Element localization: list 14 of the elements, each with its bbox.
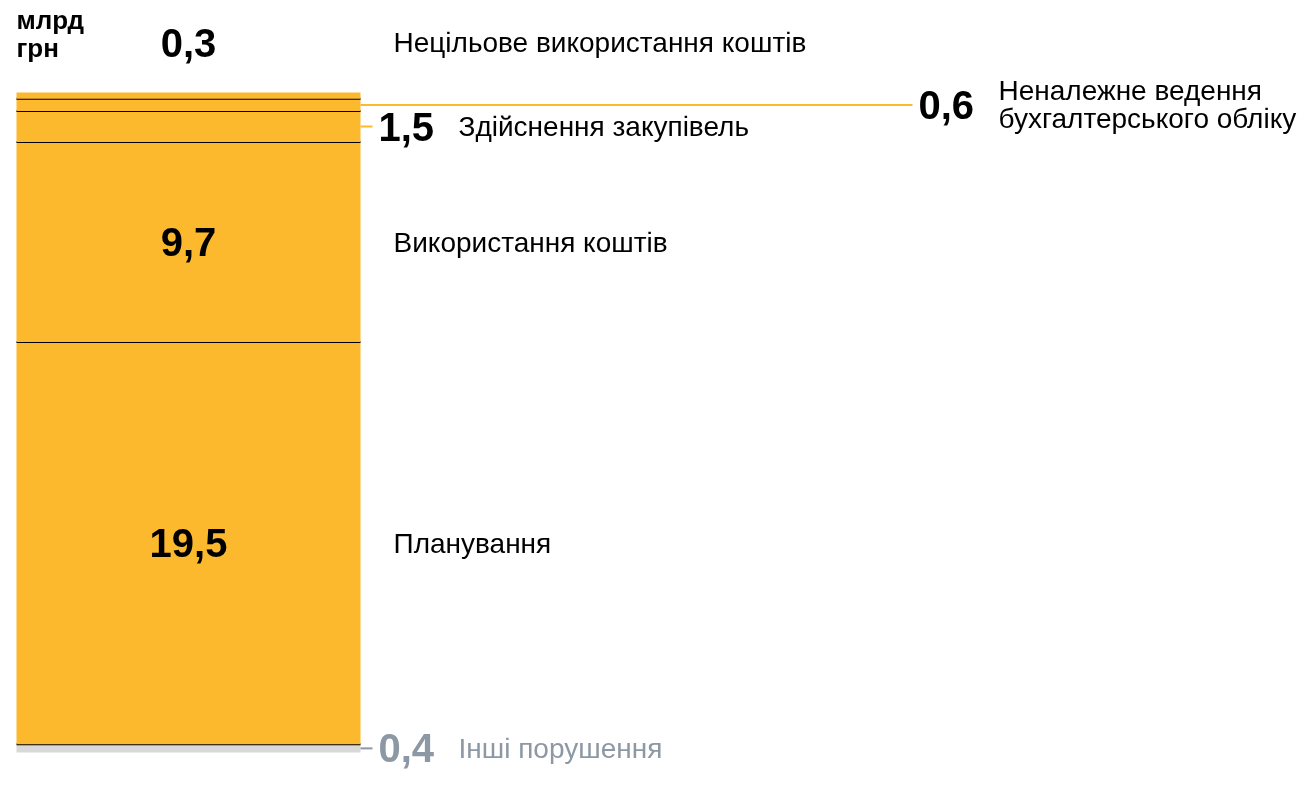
- data-label: 0,4: [378, 726, 435, 771]
- series-label: Планування: [393, 527, 552, 559]
- bar: [16, 744, 361, 753]
- data-label: 19,5: [149, 521, 228, 566]
- text: Інші порушення: [458, 732, 663, 764]
- text: Неналежне ведення бухгалтерського обліку: [998, 75, 1297, 135]
- data-label: 0,6: [918, 82, 975, 127]
- y-axis-title: млрд грн: [16, 4, 85, 63]
- series-label: Використання коштів: [393, 226, 668, 258]
- data-label: 9,7: [160, 220, 217, 265]
- data-label: 1,5: [378, 104, 435, 149]
- series-label: Нецільове використання коштів: [393, 27, 807, 58]
- text: Здійснення закупівель: [458, 111, 749, 143]
- data-label: 0,3: [160, 20, 217, 65]
